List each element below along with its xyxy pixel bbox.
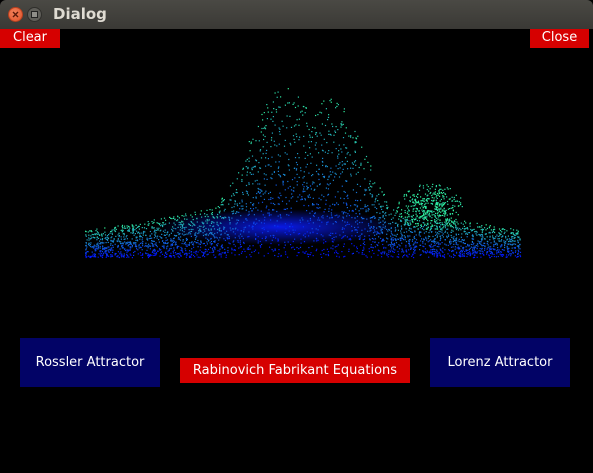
title-bar: Dialog bbox=[0, 0, 593, 29]
window-title: Dialog bbox=[53, 5, 107, 23]
rabinovich-fabrikant-button[interactable]: Rabinovich Fabrikant Equations bbox=[180, 358, 410, 383]
clear-button[interactable]: Clear bbox=[0, 29, 60, 48]
window-maximize-button[interactable] bbox=[27, 7, 42, 22]
close-button[interactable]: Close bbox=[530, 29, 589, 48]
rossler-attractor-button[interactable]: Rossler Attractor bbox=[20, 338, 160, 387]
window-close-button[interactable] bbox=[8, 7, 23, 22]
lorenz-attractor-button[interactable]: Lorenz Attractor bbox=[430, 338, 570, 387]
attractor-plot bbox=[85, 88, 522, 259]
attractor-point-cloud bbox=[85, 88, 522, 259]
lorenz-attractor-label: Lorenz Attractor bbox=[447, 355, 553, 370]
rossler-attractor-label: Rossler Attractor bbox=[35, 355, 145, 370]
plot-canvas bbox=[0, 29, 593, 473]
close-icon bbox=[12, 11, 19, 18]
